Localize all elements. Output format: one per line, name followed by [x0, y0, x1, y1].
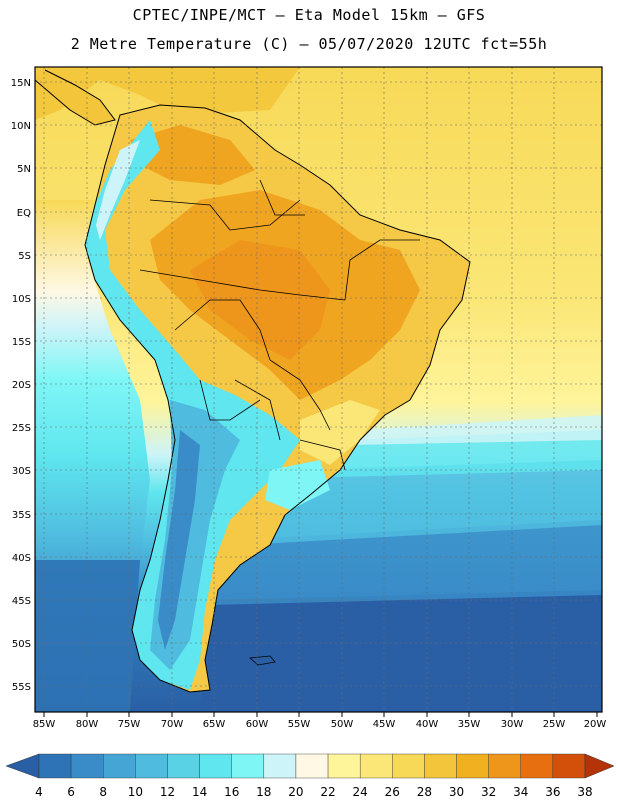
colorbar-label: 28 — [417, 785, 432, 799]
colorbar-swatch — [327, 753, 361, 779]
lon-label: 25W — [543, 719, 566, 730]
lat-label: 5S — [18, 251, 31, 262]
colorbar-arrow-high — [584, 753, 615, 779]
colorbar-swatch — [231, 753, 265, 779]
colorbar-label: 30 — [449, 785, 464, 799]
colorbar-label: 20 — [288, 785, 303, 799]
colorbar-label: 38 — [577, 785, 592, 799]
colorbar-swatch — [424, 753, 457, 779]
lat-label: 20S — [12, 380, 31, 391]
colorbar-swatch — [199, 753, 232, 779]
colorbar-label: 14 — [192, 785, 207, 799]
lon-label: 20W — [584, 719, 607, 730]
colorbar: 4 6 8 10 12 14 16 18 20 22 24 26 28 30 32 34 36 38 — [5, 753, 615, 799]
lat-label: 10N — [11, 121, 31, 132]
map-frame — [34, 66, 603, 713]
lon-label: 30W — [501, 719, 524, 730]
lat-label: 50S — [12, 639, 31, 650]
colorbar-arrow-low — [5, 753, 40, 779]
colorbar-swatch — [103, 753, 136, 779]
andes-cold-zone — [85, 120, 300, 690]
colorbar-label: 26 — [385, 785, 400, 799]
colorbar-swatch — [295, 753, 329, 779]
colorbar-label: 36 — [545, 785, 560, 799]
lat-label: 5N — [17, 164, 31, 175]
colorbar-label: 12 — [160, 785, 175, 799]
colorbar-label: 34 — [513, 785, 528, 799]
colorbar-label: 32 — [481, 785, 496, 799]
lat-label: 55S — [12, 682, 31, 693]
longitude-labels: 85W 80W 75W 70W 65W 60W 55W 50W 45W 40W … — [33, 719, 607, 730]
lon-label: 75W — [118, 719, 141, 730]
colorbar-swatch — [552, 753, 586, 779]
colorbar-swatch — [456, 753, 489, 779]
lon-label: 80W — [76, 719, 99, 730]
colorbar-label: 4 — [35, 785, 43, 799]
lat-label: 35S — [12, 510, 31, 521]
lon-label: 85W — [33, 719, 56, 730]
country-borders — [139, 179, 420, 471]
lon-label: 50W — [331, 719, 354, 730]
map-title: CPTEC/INPE/MCT – Eta Model 15km – GFS — [132, 6, 486, 24]
lat-label: 40S — [12, 553, 31, 564]
lat-label: 15S — [12, 337, 31, 348]
lat-label: 45S — [12, 596, 31, 607]
colorbar-label: 18 — [256, 785, 271, 799]
map-subtitle: 2 Metre Temperature (C) – 05/07/2020 12U… — [70, 35, 548, 53]
colorbar-swatch — [359, 753, 393, 779]
colorbar-swatch — [38, 753, 72, 779]
colorbar-swatch — [135, 753, 168, 779]
lon-label: 45W — [373, 719, 396, 730]
colorbar-label: 8 — [99, 785, 107, 799]
lon-label: 65W — [203, 719, 226, 730]
colorbar-label: 16 — [224, 785, 239, 799]
lon-label: 35W — [458, 719, 481, 730]
falkland-islands — [249, 655, 276, 666]
lat-label: 15N — [11, 78, 31, 89]
lon-label: 60W — [246, 719, 269, 730]
colorbar-label: 22 — [320, 785, 335, 799]
lat-label: 10S — [12, 294, 31, 305]
lat-label: EQ — [17, 208, 31, 219]
colorbar-label: 6 — [67, 785, 75, 799]
coastline — [84, 104, 471, 693]
lon-label: 40W — [416, 719, 439, 730]
latitude-labels: 15N 10N 5N EQ 5S 10S 15S 20S 25S 30S 35S… — [11, 78, 31, 693]
colorbar-swatch — [392, 753, 425, 779]
colorbar-label: 10 — [128, 785, 143, 799]
colorbar-swatch — [263, 753, 297, 779]
lat-label: 25S — [12, 423, 31, 434]
colorbar-swatch — [520, 753, 554, 779]
lon-label: 55W — [288, 719, 311, 730]
colorbar-swatch — [488, 753, 521, 779]
colorbar-label: 24 — [353, 785, 368, 799]
central-america — [35, 69, 116, 126]
colorbar-swatch — [167, 753, 200, 779]
lon-label: 70W — [161, 719, 184, 730]
colorbar-swatch — [70, 753, 104, 779]
lat-label: 30S — [12, 466, 31, 477]
